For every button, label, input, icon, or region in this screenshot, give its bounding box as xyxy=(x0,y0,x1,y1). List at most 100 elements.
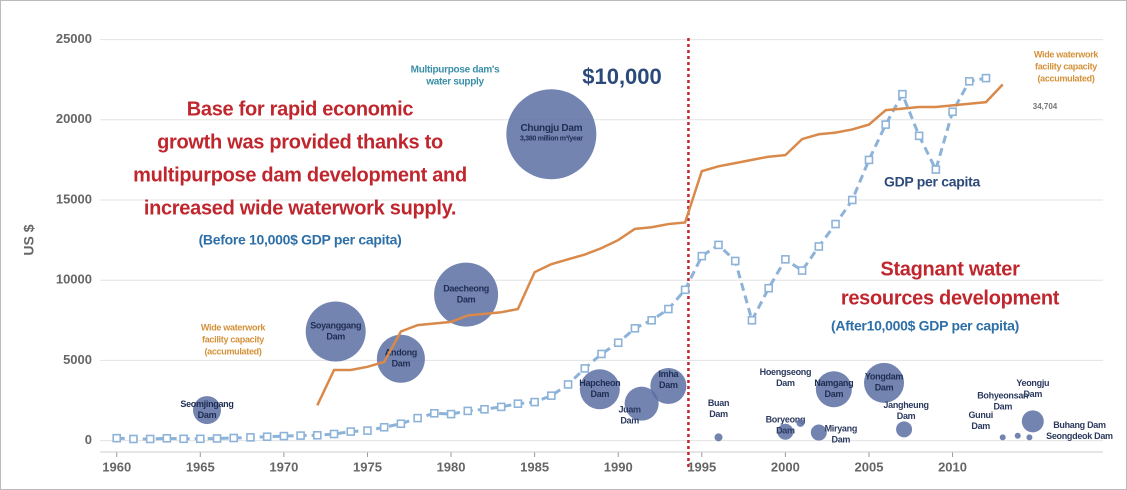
series-marker xyxy=(714,240,723,250)
series-marker xyxy=(948,107,957,117)
annotation: facility capacity xyxy=(202,334,264,344)
series-marker xyxy=(697,251,707,261)
x-tick-label: 1960 xyxy=(102,459,131,474)
dam-label: Seongdeok Dam xyxy=(1046,431,1113,441)
x-tick-label: 2000 xyxy=(771,459,800,474)
x-tick-label: 2005 xyxy=(855,459,884,474)
dam-label: Dam xyxy=(875,383,894,393)
dam-bubble xyxy=(810,424,827,441)
dam-bubble xyxy=(714,433,723,442)
dam-label: Hoengseong xyxy=(760,367,812,377)
series-marker xyxy=(647,315,656,325)
annotation: resources development xyxy=(841,287,1060,309)
dam-label: Dam xyxy=(591,389,610,399)
series-marker xyxy=(664,304,673,314)
series-marker xyxy=(313,430,322,440)
dam-label: Imha xyxy=(658,369,679,379)
dam-bubble xyxy=(624,386,659,421)
annotation: multipurpose dam development and xyxy=(133,164,467,186)
series-marker xyxy=(864,155,874,165)
series-marker xyxy=(430,409,439,418)
dam-bubble xyxy=(1014,432,1021,439)
x-tick-label: 1975 xyxy=(353,459,382,474)
dam-bubble xyxy=(896,421,913,438)
dam-label: Soyanggang xyxy=(310,320,361,330)
series-marker xyxy=(379,422,389,432)
annotation: (After10,000$ GDP per capita) xyxy=(831,318,1019,334)
dam-label: Dam xyxy=(1023,389,1042,399)
annotation: GDP per capita xyxy=(884,174,980,190)
series-marker xyxy=(847,195,857,205)
series-marker xyxy=(463,406,473,416)
series-marker xyxy=(781,255,790,264)
series-marker xyxy=(964,77,974,86)
dam-label: Bohyeonsan xyxy=(977,391,1028,401)
series-marker xyxy=(730,256,740,266)
series-marker xyxy=(229,433,239,443)
annotation: water supply xyxy=(425,77,484,88)
dam-label: Yongdam xyxy=(865,372,904,382)
series-marker xyxy=(530,397,539,407)
series-marker xyxy=(496,402,506,412)
dam-bubble xyxy=(305,301,366,362)
series-marker xyxy=(246,433,255,442)
dam-label: Hapcheon xyxy=(579,378,620,388)
series-marker xyxy=(112,433,122,443)
annotation: (accumulated) xyxy=(1037,73,1094,83)
series-line xyxy=(116,76,987,441)
dam-bubble xyxy=(650,368,687,405)
series-marker xyxy=(129,434,138,444)
x-tick-label: 1970 xyxy=(269,459,298,474)
series-marker xyxy=(881,120,890,129)
series-marker xyxy=(363,426,372,435)
series-marker xyxy=(179,434,188,444)
series-marker xyxy=(396,419,406,429)
dam-bubble xyxy=(1021,410,1044,433)
series-marker xyxy=(212,434,222,443)
series-marker xyxy=(162,434,172,443)
dam-label: 3,380 million m³/year xyxy=(520,136,583,143)
annotation: Wide waterwork xyxy=(1034,49,1100,59)
dam-label: Buan xyxy=(708,398,729,408)
series-marker xyxy=(563,380,573,389)
annotation: growth was provided thanks to xyxy=(157,131,443,153)
series-marker xyxy=(814,242,824,251)
y-tick-label: 20000 xyxy=(56,111,92,126)
series-marker xyxy=(831,219,840,229)
series-marker xyxy=(931,165,941,174)
series-marker xyxy=(480,404,489,414)
dam-bubble xyxy=(796,418,805,427)
dam-label: Dam xyxy=(709,409,728,419)
dam-label: Dam xyxy=(198,410,217,420)
dam-bubble xyxy=(815,371,852,408)
dam-label: Juam xyxy=(618,405,641,415)
annotation: (Before 10,000$ GDP per capita) xyxy=(199,232,402,248)
dam-label: Dam xyxy=(825,389,844,399)
series-marker xyxy=(898,89,907,99)
dam-bubble xyxy=(1026,434,1033,441)
dam-label: Dam xyxy=(832,434,851,444)
dam-label: Dam xyxy=(659,380,678,390)
annotation: Multipurpose dam's xyxy=(411,65,500,76)
y-tick-label: 5000 xyxy=(63,352,92,367)
dam-label: Dam xyxy=(392,359,411,369)
series-marker xyxy=(680,285,690,295)
dam-label: Dam xyxy=(776,426,795,436)
dam-label: Boryeong xyxy=(766,415,806,425)
dam-label: Jangheung xyxy=(883,400,928,410)
series-marker xyxy=(764,283,773,293)
x-tick-label: 1980 xyxy=(437,459,466,474)
series-marker xyxy=(613,338,623,348)
x-tick-label: 1990 xyxy=(604,459,633,474)
annotation: Base for rapid economic xyxy=(187,98,414,120)
y-tick-label: 10000 xyxy=(56,272,92,287)
annotation: increased wide waterwork supply. xyxy=(144,197,456,219)
annotation: (accumulated) xyxy=(204,346,261,356)
dam-label: Buhang Dam xyxy=(1053,420,1106,430)
series-marker xyxy=(262,432,272,442)
series-marker xyxy=(914,131,924,141)
dam-label: Dam xyxy=(620,416,639,426)
